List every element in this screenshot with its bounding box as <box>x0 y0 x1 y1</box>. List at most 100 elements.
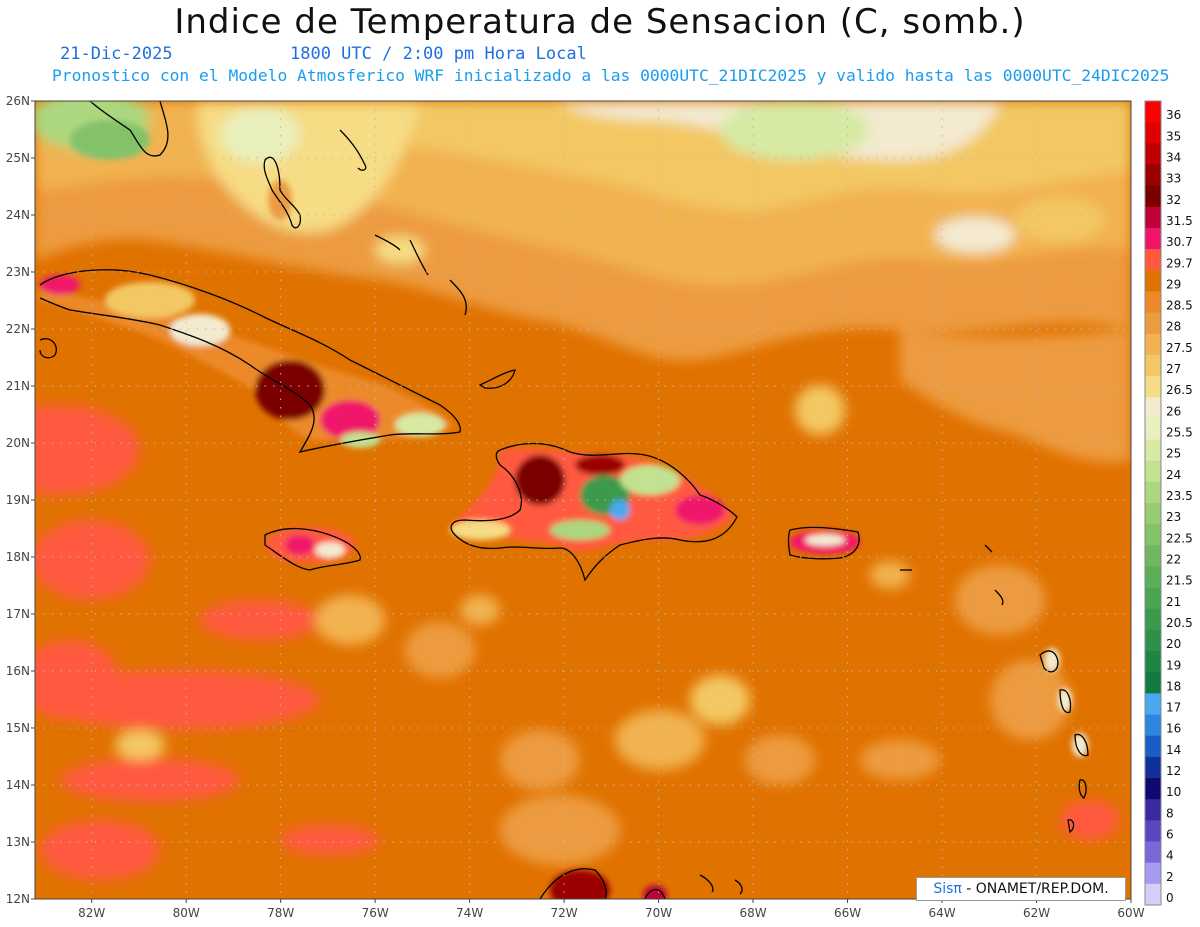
legend-swatch <box>1145 566 1161 589</box>
lat-tick-label: 22N <box>6 322 30 336</box>
legend-label: 25 <box>1166 447 1181 461</box>
legend-label: 0 <box>1166 891 1174 905</box>
legend-swatch <box>1145 778 1161 800</box>
lat-tick-label: 18N <box>6 550 30 564</box>
legend-swatch <box>1145 227 1161 250</box>
lat-tick-label: 19N <box>6 493 30 507</box>
legend-swatch <box>1145 587 1161 610</box>
forecast-date: 21-Dic-2025 <box>60 44 173 64</box>
legend-label: 25.5 <box>1166 426 1193 440</box>
legend-swatch <box>1145 122 1161 144</box>
legend-label: 20.5 <box>1166 616 1193 630</box>
lat-tick-label: 21N <box>6 379 30 393</box>
legend-swatch <box>1145 693 1161 716</box>
legend-swatch <box>1145 481 1161 504</box>
legend-label: 27 <box>1166 362 1181 376</box>
forecast-time: 1800 UTC / 2:00 pm Hora Local <box>290 44 587 64</box>
legend-label: 17 <box>1166 701 1181 715</box>
longitude-axis: 82W 80W 78W 76W 74W 72W 70W 68W 66W 64W 62W 60W <box>78 899 1145 920</box>
legend-label: 18 <box>1166 679 1181 693</box>
legend-swatch <box>1145 672 1161 694</box>
legend-swatch <box>1145 206 1161 229</box>
legend-swatch <box>1145 291 1161 314</box>
color-legend: 363534333231.530.729.72928.52827.52726.5… <box>1144 100 1193 906</box>
legend-label: 23.5 <box>1166 489 1193 503</box>
legend-swatch <box>1145 735 1161 758</box>
legend-swatch <box>1145 143 1161 165</box>
lon-tick-label: 64W <box>928 906 955 920</box>
legend-swatch <box>1145 608 1161 631</box>
legend-swatch <box>1145 354 1161 377</box>
legend-label: 29 <box>1166 277 1181 291</box>
legend-label: 12 <box>1166 764 1181 778</box>
legend-swatch <box>1145 439 1161 462</box>
sispi-logo: Sisπ <box>933 881 962 897</box>
chart-title: Indice de Temperatura de Sensacion (C, s… <box>174 2 1026 42</box>
model-info: Pronostico con el Modelo Atmosferico WRF… <box>52 66 1170 85</box>
lat-tick-label: 15N <box>6 721 30 735</box>
lat-tick-label: 24N <box>6 208 30 222</box>
credit-box: Sisπ - ONAMET/REP.DOM. <box>916 877 1126 901</box>
legend-swatch <box>1145 820 1161 843</box>
legend-label: 26 <box>1166 404 1181 418</box>
lon-tick-label: 60W <box>1117 906 1144 920</box>
lat-tick-label: 17N <box>6 607 30 621</box>
legend-swatch <box>1145 503 1161 525</box>
legend-swatch <box>1145 629 1161 652</box>
legend-label: 21 <box>1166 595 1181 609</box>
legend-label: 33 <box>1166 172 1181 186</box>
legend-label: 34 <box>1166 150 1181 164</box>
legend-swatch <box>1145 841 1161 864</box>
legend-label: 26.5 <box>1166 383 1193 397</box>
legend-label: 6 <box>1166 828 1174 842</box>
latitude-axis: 26N 25N 24N 23N 22N 21N 20N 19N 18N 17N 16N 15N 14N 1… <box>6 94 35 906</box>
legend-label: 32 <box>1166 193 1181 207</box>
legend-label: 19 <box>1166 658 1181 672</box>
legend-frame <box>1144 100 1162 906</box>
legend-label: 36 <box>1166 108 1181 122</box>
lat-tick-label: 25N <box>6 151 30 165</box>
lat-tick-label: 12N <box>6 892 30 906</box>
legend-swatch <box>1145 799 1161 821</box>
legend-label: 2 <box>1166 870 1174 884</box>
legend-swatch <box>1145 270 1161 292</box>
legend-swatch <box>1145 862 1161 885</box>
legend-swatch <box>1145 312 1161 335</box>
legend-label: 31.5 <box>1166 214 1193 228</box>
legend-label: 21.5 <box>1166 574 1193 588</box>
legend-label: 10 <box>1166 785 1181 799</box>
legend-label: 16 <box>1166 722 1181 736</box>
legend-swatch <box>1145 651 1161 673</box>
heat-field <box>35 101 1131 899</box>
legend-swatch <box>1145 249 1161 271</box>
lon-tick-label: 66W <box>834 906 861 920</box>
lon-tick-label: 62W <box>1023 906 1050 920</box>
legend-swatch <box>1145 185 1161 208</box>
lat-tick-label: 23N <box>6 265 30 279</box>
lat-tick-label: 13N <box>6 835 30 849</box>
legend-swatch <box>1145 397 1161 419</box>
lat-tick-label: 26N <box>6 94 30 108</box>
legend-swatch <box>1145 164 1161 187</box>
legend-label: 23 <box>1166 510 1181 524</box>
legend-swatch <box>1145 524 1161 546</box>
lon-tick-label: 78W <box>267 906 294 920</box>
legend-swatch <box>1145 714 1161 737</box>
legend-label: 20 <box>1166 637 1181 651</box>
lon-tick-label: 72W <box>551 906 578 920</box>
lon-tick-label: 70W <box>645 906 672 920</box>
legend-label: 24 <box>1166 468 1181 482</box>
lat-tick-label: 16N <box>6 664 30 678</box>
legend-swatch <box>1145 756 1161 779</box>
lon-tick-label: 76W <box>362 906 389 920</box>
legend-swatch <box>1145 333 1161 356</box>
legend-swatch <box>1145 418 1161 441</box>
legend-label: 4 <box>1166 849 1174 863</box>
legend-label: 29.7 <box>1166 256 1193 270</box>
legend-swatch <box>1145 376 1161 398</box>
legend-swatch <box>1145 460 1161 483</box>
legend-label: 27.5 <box>1166 341 1193 355</box>
lon-tick-label: 80W <box>173 906 200 920</box>
legend-label: 14 <box>1166 743 1181 757</box>
